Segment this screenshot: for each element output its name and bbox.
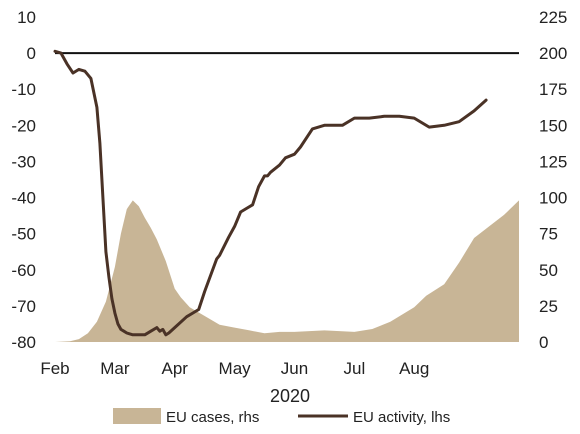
right-tick-label: 150 <box>539 116 567 135</box>
x-tick-label: May <box>219 359 252 378</box>
x-tick-label: Jun <box>281 359 308 378</box>
legend-label-activity: EU activity, lhs <box>353 409 450 426</box>
right-tick-label: 175 <box>539 80 567 99</box>
left-tick-label: -30 <box>11 152 36 171</box>
activity-series <box>53 49 488 337</box>
x-tick-label: Feb <box>40 359 69 378</box>
cases-series <box>55 200 519 342</box>
legend-swatch-cases <box>113 408 161 424</box>
legend: EU cases, rhs EU activity, lhs <box>113 408 450 426</box>
x-tick-label: Mar <box>100 359 130 378</box>
right-axis: 225 200 175 150 125 100 75 50 25 0 <box>539 8 567 352</box>
x-tick-label: Apr <box>162 359 189 378</box>
cases-area <box>55 200 519 342</box>
left-tick-label: -80 <box>11 333 36 352</box>
right-tick-label: 200 <box>539 44 567 63</box>
left-tick-label: -20 <box>11 116 36 135</box>
legend-label-cases: EU cases, rhs <box>166 409 259 426</box>
left-tick-label: -50 <box>11 225 36 244</box>
left-axis: 10 0 -10 -20 -30 -40 -50 -60 -70 -80 <box>11 8 36 352</box>
x-tick-label: Aug <box>399 359 429 378</box>
right-tick-label: 225 <box>539 8 567 27</box>
x-axis: Feb Mar Apr May Jun Jul Aug <box>40 359 429 378</box>
activity-line <box>53 49 488 337</box>
right-tick-label: 0 <box>539 333 548 352</box>
left-tick-label: -70 <box>11 297 36 316</box>
left-tick-label: 0 <box>27 44 36 63</box>
x-tick-label: Jul <box>343 359 365 378</box>
right-tick-label: 25 <box>539 297 558 316</box>
x-axis-title: 2020 <box>270 386 310 406</box>
left-tick-label: -10 <box>11 80 36 99</box>
right-tick-label: 50 <box>539 261 558 280</box>
right-tick-label: 125 <box>539 152 567 171</box>
left-tick-label: 10 <box>17 8 36 27</box>
left-tick-label: -60 <box>11 261 36 280</box>
left-tick-label: -40 <box>11 189 36 208</box>
right-tick-label: 100 <box>539 189 567 208</box>
right-tick-label: 75 <box>539 225 558 244</box>
